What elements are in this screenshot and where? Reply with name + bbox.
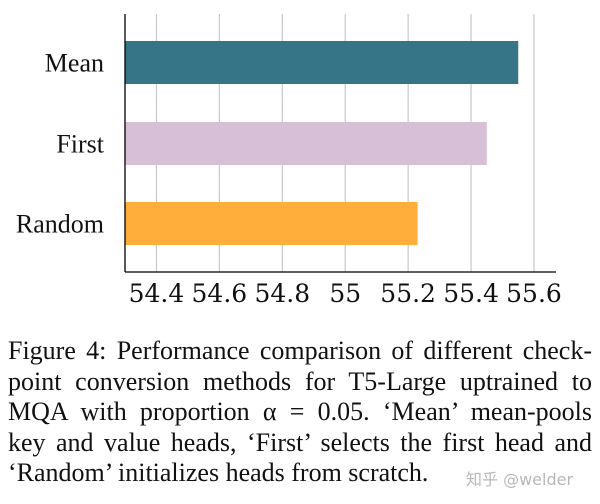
watermark: 知乎 @welder <box>466 470 574 489</box>
caption-line: key and value heads, ‘First’ selects the… <box>8 427 592 457</box>
figure-caption: Figure 4: Performance comparison of diff… <box>8 336 592 489</box>
caption-line: Figure 4: Performance comparison of diff… <box>8 336 592 365</box>
bar-chart: Mean First Random 54.4 54.6 54.8 55 55.2 55.4 55… <box>16 14 562 308</box>
y-tick-label: First <box>56 130 104 159</box>
x-tick-label: 54.8 <box>254 279 310 308</box>
caption-line: ‘Random’ initializes heads from scratch. <box>8 458 429 487</box>
caption-line: point conversion methods for T5-Large up… <box>8 366 592 396</box>
x-tick-label: 55.4 <box>443 279 499 308</box>
x-tick-label: 54.6 <box>192 279 248 308</box>
bars <box>125 41 519 245</box>
bar-mean <box>125 41 519 84</box>
y-tick-label: Mean <box>45 49 104 78</box>
bar-first <box>125 122 487 165</box>
x-tick-label: 55.2 <box>380 279 436 308</box>
caption-line: MQA with proportion α = 0.05. ‘Mean’ mea… <box>8 397 592 426</box>
x-tick-label: 54.4 <box>129 279 185 308</box>
y-tick-label: Random <box>16 210 104 239</box>
x-tick-label: 55 <box>329 279 361 308</box>
x-tick-label: 55.6 <box>506 279 562 308</box>
y-tick-labels: Mean First Random <box>16 49 105 239</box>
x-tick-labels: 54.4 54.6 54.8 55 55.2 55.4 55.6 <box>129 279 562 308</box>
bar-random <box>125 202 418 245</box>
